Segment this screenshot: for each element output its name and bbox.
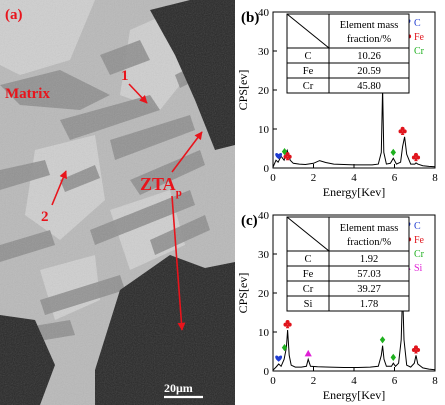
y-tick-label: 0 <box>264 366 270 378</box>
peak-marker-cr <box>390 353 396 361</box>
x-tick-label: 4 <box>351 375 357 387</box>
peak-marker-fe-lobe <box>411 347 416 352</box>
point-2-label: 2 <box>41 209 49 225</box>
table-value-cell: 39.27 <box>357 284 381 295</box>
legend-label-cr: Cr <box>414 249 425 260</box>
peak-marker-fe-stem <box>285 324 290 329</box>
point-1-label: 1 <box>121 68 129 84</box>
y-tick-label: 20 <box>258 85 270 97</box>
y-tick-label: 30 <box>258 46 270 58</box>
peak-marker-fe-stem <box>400 130 405 135</box>
spectrum-line <box>272 291 436 371</box>
y-tick-label: 40 <box>258 7 270 19</box>
y-axis-label: CPS[ev] <box>236 273 250 314</box>
panel-label: (b) <box>241 10 259 26</box>
table-header-text: Element mass <box>340 20 399 31</box>
table-value-cell: 1.92 <box>360 254 378 265</box>
x-axis-label: Energy[Kev] <box>323 388 385 402</box>
y-tick-label: 20 <box>258 288 270 300</box>
peak-marker-fe-lobe <box>287 154 292 159</box>
table-header-diagonal <box>286 13 330 49</box>
y-axis-label: CPS[ev] <box>236 70 250 111</box>
table-value-cell: 57.03 <box>357 269 381 280</box>
zta-label: ZTAp <box>140 174 182 199</box>
legend-label-c: C <box>414 221 421 232</box>
x-tick-label: 6 <box>392 375 398 387</box>
legend-label-c: C <box>414 18 421 29</box>
x-axis-label: Energy[Kev] <box>323 185 385 199</box>
peak-marker-fe-stem <box>414 157 418 162</box>
peak-marker-fe <box>398 126 407 135</box>
point-1-arrow <box>128 83 148 104</box>
y-tick-label: 0 <box>264 163 270 175</box>
point-2-arrow <box>51 170 67 206</box>
peak-marker-fe-stem <box>414 349 418 354</box>
matrix-label: Matrix <box>5 86 50 102</box>
sem-micrograph: (a) Matrix 1 2 ZTAp 20μm <box>0 0 235 405</box>
peak-marker-fe-lobe <box>416 155 421 160</box>
legend-label-fe: Fe <box>414 32 425 43</box>
y-tick-label: 30 <box>258 249 270 261</box>
x-tick-label: 8 <box>432 375 438 387</box>
peak-marker-c <box>275 355 283 362</box>
table-frame <box>286 216 410 312</box>
peak-marker-fe-lobe <box>416 347 421 352</box>
peak-marker-fe-lobe <box>402 129 407 134</box>
peak-marker-fe-lobe <box>287 322 292 327</box>
table-value-cell: 10.26 <box>357 51 381 62</box>
x-tick-label: 8 <box>432 172 438 184</box>
legend-label-cr: Cr <box>414 46 425 57</box>
zta-arrow-up <box>171 131 203 173</box>
eds-chart-c: (c) 0 2 4 6 8 0 10 20 30 40 Energy[Kev] CPS[ev] C Fe Cr… <box>236 210 438 402</box>
table-header-diagonal <box>286 216 330 252</box>
peak-marker-fe <box>411 152 421 162</box>
peak-marker-cr <box>390 148 396 156</box>
table-element-cell: C <box>304 254 311 265</box>
x-tick-label: 2 <box>311 172 317 184</box>
table-value-cell: 1.78 <box>360 299 378 310</box>
table-element-cell: Si <box>304 299 313 310</box>
peak-marker-fe-lobe <box>398 129 403 134</box>
table-element-cell: Fe <box>303 66 314 77</box>
scale-bar-label: 20μm <box>164 381 193 395</box>
composition-table: Element mass fraction/% C 10.26 Fe 20.59 Cr 45.… <box>286 13 410 94</box>
table-value-cell: 20.59 <box>357 66 381 77</box>
peak-marker-fe <box>283 152 292 161</box>
table-header-text: Element mass <box>340 223 399 234</box>
legend-label-fe: Fe <box>414 235 425 246</box>
peak-marker-fe <box>283 320 292 329</box>
table-value-cell: 45.80 <box>357 81 381 92</box>
table-frame <box>286 13 410 94</box>
peak-marker-fe <box>411 345 421 354</box>
table-element-cell: C <box>304 51 311 62</box>
x-tick-label: 4 <box>351 172 357 184</box>
zta-arrow-down <box>171 195 186 331</box>
table-element-cell: Fe <box>303 269 314 280</box>
y-tick-label: 40 <box>258 210 270 222</box>
composition-table: Element mass fraction/% C 1.92 Fe 57.03 Cr 39.2… <box>286 216 410 312</box>
peak-marker-cr <box>379 336 386 344</box>
table-header-text: fraction/% <box>347 237 392 248</box>
table-header-text: fraction/% <box>347 34 392 45</box>
peak-marker-c <box>275 152 283 160</box>
legend-label-si: Si <box>414 263 423 274</box>
table-element-cell: Cr <box>303 284 314 295</box>
eds-chart-b: (b) 0 2 4 6 8 0 10 20 30 40 Energy[Kev] CPS[ev] C Fe Cr… <box>236 7 438 199</box>
peak-marker-fe-lobe <box>283 322 288 327</box>
peak-marker-fe-stem <box>285 156 290 161</box>
x-tick-label: 0 <box>270 375 276 387</box>
y-tick-label: 10 <box>258 327 270 339</box>
table-element-cell: Cr <box>303 81 314 92</box>
spectrum-line <box>272 88 436 168</box>
x-tick-label: 0 <box>270 172 276 184</box>
peak-marker-si <box>304 349 312 357</box>
y-tick-label: 10 <box>258 124 270 136</box>
x-tick-label: 2 <box>311 375 317 387</box>
peak-marker-fe-lobe <box>283 154 288 159</box>
peak-marker-fe-lobe <box>411 155 416 160</box>
x-tick-label: 6 <box>392 172 398 184</box>
panel-label-a: (a) <box>5 7 23 23</box>
panel-label: (c) <box>241 213 258 229</box>
